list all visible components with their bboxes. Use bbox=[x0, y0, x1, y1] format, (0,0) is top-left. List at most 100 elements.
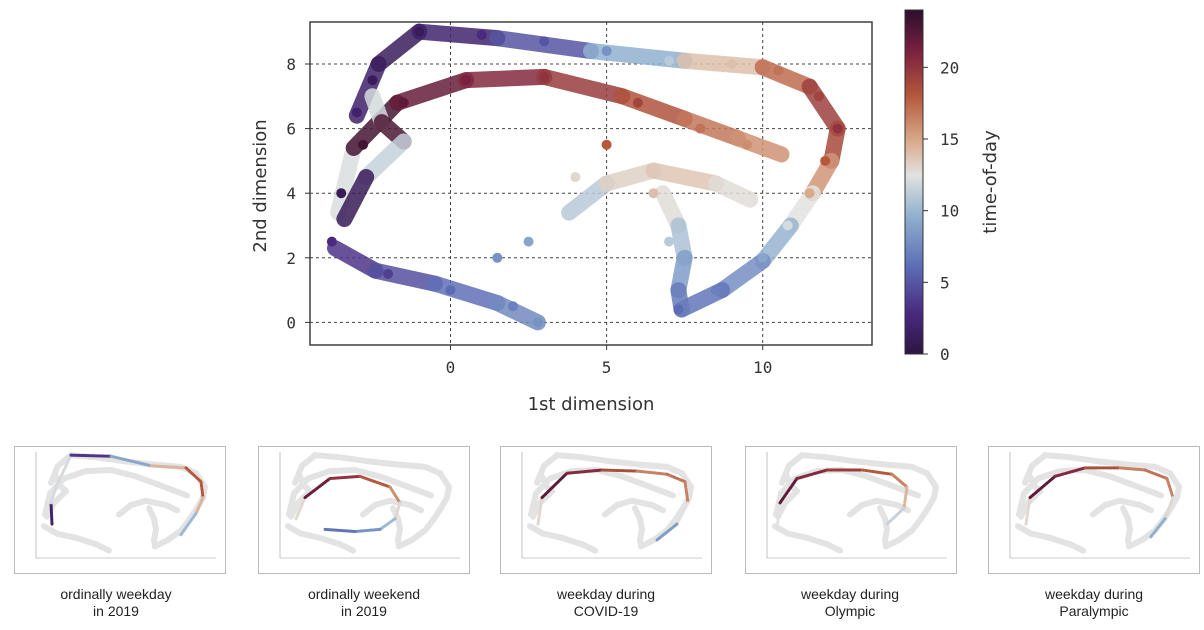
panel-weekday-paralympic bbox=[988, 446, 1200, 574]
highlight-segment bbox=[353, 527, 382, 533]
highlight-segment bbox=[109, 454, 153, 468]
background-cloud-segment bbox=[530, 499, 543, 520]
background-cloud-segment bbox=[286, 490, 297, 518]
background-cloud-segment bbox=[93, 454, 129, 465]
highlight-segment bbox=[1024, 496, 1032, 526]
background-cloud-segment bbox=[108, 467, 139, 480]
background-cloud-segment bbox=[327, 467, 358, 475]
highlight-segment bbox=[184, 466, 203, 484]
background-cloud-segment bbox=[288, 499, 301, 520]
y-tick-label: 2 bbox=[286, 249, 296, 268]
background-cloud-segment bbox=[407, 502, 424, 514]
colorbar-tick-label: 15 bbox=[940, 130, 959, 149]
data-point bbox=[813, 91, 824, 102]
background-cloud-segment bbox=[312, 452, 343, 461]
background-cloud-segment bbox=[151, 536, 158, 550]
highlight-segment bbox=[1148, 517, 1167, 540]
background-cloud-segment bbox=[1035, 468, 1063, 482]
panel-weekday-2019 bbox=[14, 446, 226, 574]
background-cloud-segment bbox=[559, 534, 585, 548]
data-point bbox=[820, 155, 831, 166]
plot-frame bbox=[309, 21, 873, 346]
highlight-segment bbox=[1165, 477, 1175, 500]
data-point bbox=[710, 285, 721, 296]
data-point bbox=[326, 236, 337, 247]
panel-weekday-olympic bbox=[745, 446, 957, 574]
highlight-segment bbox=[600, 468, 639, 473]
background-cloud-segment bbox=[337, 541, 356, 554]
highlight-segment bbox=[149, 464, 188, 470]
highlight-segment bbox=[675, 501, 690, 526]
background-cloud-segment bbox=[1067, 454, 1103, 465]
x-axis-label: 1st dimension bbox=[528, 394, 655, 415]
colorbar-ticks: 0 5 10 15 20 bbox=[923, 58, 959, 364]
background-cloud-segment bbox=[42, 490, 53, 518]
background-cloud-segment bbox=[824, 454, 860, 465]
background-cloud-segment bbox=[639, 461, 670, 470]
background-cloud-segment bbox=[528, 490, 539, 518]
background-cloud-segment bbox=[884, 461, 915, 470]
highlight-segment bbox=[536, 496, 544, 526]
background-cloud-segment bbox=[639, 480, 662, 494]
background-cloud-segment bbox=[882, 536, 889, 550]
colorbar-tick-label: 0 bbox=[940, 345, 950, 364]
panel-weekday-covid bbox=[500, 446, 712, 574]
density-band-segment bbox=[489, 295, 546, 331]
highlight-segment bbox=[1118, 466, 1147, 472]
data-point bbox=[664, 236, 675, 247]
data-point bbox=[664, 55, 675, 66]
highlight-segment bbox=[69, 453, 113, 458]
background-cloud-segment bbox=[61, 468, 89, 482]
data-point bbox=[445, 285, 456, 296]
data-point bbox=[782, 220, 793, 231]
colorbar-tick-label: 20 bbox=[940, 58, 959, 77]
background-cloud-segment bbox=[540, 530, 565, 541]
data-point bbox=[757, 252, 768, 263]
data-point bbox=[601, 139, 612, 150]
background-cloud-segment bbox=[1127, 480, 1150, 494]
data-point bbox=[632, 97, 643, 108]
highlight-segment bbox=[1163, 496, 1175, 521]
background-cloud-segment bbox=[637, 536, 644, 550]
data-point bbox=[832, 123, 843, 134]
background-cloud-segment bbox=[54, 530, 79, 541]
background-cloud-segment bbox=[884, 480, 907, 494]
data-point bbox=[398, 97, 409, 108]
background-cloud-segment bbox=[143, 497, 169, 508]
background-cloud-segment bbox=[629, 497, 655, 508]
y-ticks: 0 2 4 6 8 bbox=[286, 55, 310, 332]
panel-chart bbox=[745, 446, 957, 574]
density-band-segment bbox=[358, 133, 412, 186]
highlight-segment bbox=[179, 511, 198, 537]
data-point bbox=[570, 172, 581, 183]
data-point bbox=[726, 58, 737, 69]
density-band-segment bbox=[389, 72, 475, 111]
background-cloud-segment bbox=[397, 461, 428, 470]
main-scatter-chart: 0 5 10 0 2 4 6 8 1st dimension 2nd dimension 0… bbox=[250, 9, 1001, 415]
panel-weekend-2019 bbox=[258, 446, 470, 574]
background-cloud-segment bbox=[804, 534, 830, 548]
colorbar-label: time-of-day bbox=[980, 130, 1001, 234]
background-cloud-segment bbox=[1067, 541, 1086, 554]
highlight-segment bbox=[655, 522, 679, 542]
highlight-segment bbox=[860, 468, 894, 476]
background-cloud-segment bbox=[1018, 499, 1031, 520]
highlight-segment bbox=[902, 485, 909, 510]
density-band-segment bbox=[458, 68, 553, 89]
background-cloud-segment bbox=[1047, 534, 1073, 548]
background-cloud-segment bbox=[397, 480, 420, 494]
density-band-segment bbox=[676, 110, 746, 147]
highlight-segment bbox=[388, 485, 402, 505]
background-cloud-segment bbox=[1028, 530, 1053, 541]
x-ticks: 0 5 10 bbox=[446, 345, 772, 377]
density-band-segment bbox=[426, 275, 506, 312]
density-band-segment bbox=[801, 78, 846, 137]
density-band-segment bbox=[707, 175, 759, 208]
background-cloud-segment bbox=[619, 473, 645, 487]
background-cloud-segment bbox=[1097, 458, 1133, 468]
highlight-segment bbox=[49, 485, 58, 505]
highlight-segment bbox=[54, 453, 73, 489]
data-point bbox=[492, 252, 503, 263]
background-cloud-segment bbox=[298, 530, 323, 541]
highlight-segment bbox=[199, 480, 205, 500]
